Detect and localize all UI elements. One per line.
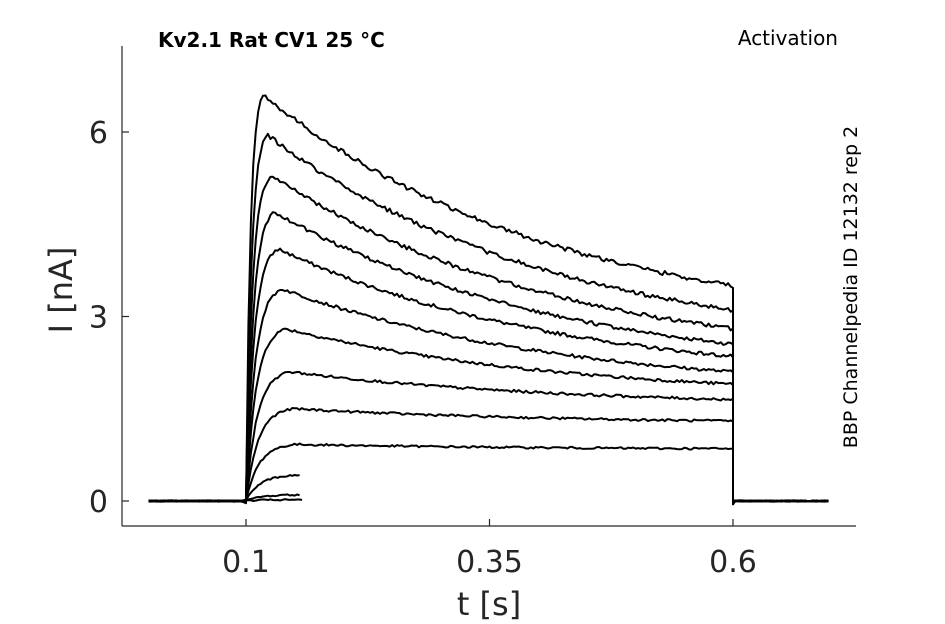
x-axis-label: t [s]: [457, 585, 521, 623]
chart-subtitle: Activation: [738, 26, 838, 50]
x-axis-ticks: [245, 519, 734, 526]
current-trace-3: [148, 175, 829, 506]
current-traces: [148, 94, 829, 506]
x-tick-label: 0.1: [222, 545, 270, 580]
y-tick-label: 3: [89, 301, 108, 336]
current-trace-11: [148, 474, 300, 503]
current-trace-2: [148, 132, 829, 506]
current-trace-9: [148, 407, 829, 506]
y-tick-label: 6: [89, 116, 108, 151]
current-trace-7: [148, 327, 829, 506]
y-axis-label: I [nA]: [42, 247, 80, 334]
current-trace-5: [148, 247, 829, 506]
x-tick-label: 0.35: [456, 545, 523, 580]
current-trace-8: [148, 371, 829, 506]
chart-title: Kv2.1 Rat CV1 25 °C: [158, 28, 385, 52]
y-axis-ticks: [122, 131, 129, 502]
side-annotation: BBP Channelpedia ID 12132 rep 2: [840, 126, 862, 448]
current-trace-4: [148, 211, 829, 506]
current-trace-13: [148, 498, 303, 503]
current-trace-10: [148, 442, 829, 506]
x-tick-label: 0.6: [709, 545, 757, 580]
current-trace-1: [148, 94, 829, 506]
current-trace-6: [148, 289, 829, 506]
y-tick-label: 0: [89, 485, 108, 520]
